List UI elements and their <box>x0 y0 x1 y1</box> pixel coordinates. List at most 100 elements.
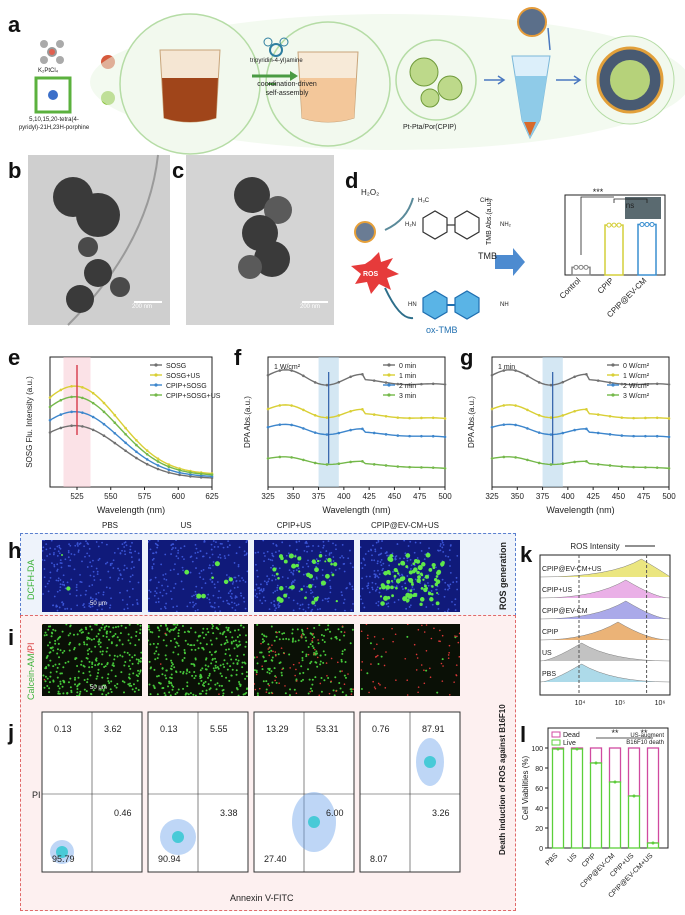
nucleus-dot <box>374 589 377 592</box>
dead-bar <box>627 747 641 797</box>
ros-signal-dot <box>420 573 424 577</box>
nucleus-dot <box>270 601 273 604</box>
data-point <box>502 423 506 426</box>
nucleus-dot <box>328 552 331 555</box>
nucleus-dot <box>67 564 70 567</box>
ros-signal-dot <box>405 565 409 569</box>
live-cell-dot <box>260 651 263 654</box>
ros-signal-dot <box>298 570 301 573</box>
data-point <box>596 379 600 382</box>
nucleus-dot <box>441 546 444 549</box>
live-cell-dot <box>339 670 342 673</box>
nucleus-dot <box>48 580 50 583</box>
ptcl-molecule-icon <box>40 40 64 64</box>
ros-signal-dot <box>214 561 220 567</box>
data-point <box>537 381 541 384</box>
nucleus-dot <box>63 584 66 587</box>
nucleus-dot <box>203 540 206 543</box>
data-point <box>443 435 447 439</box>
nucleus-dot <box>138 559 141 562</box>
live-cell-dot <box>267 682 270 685</box>
live-cell-dot <box>208 651 211 654</box>
nucleus-dot <box>199 576 202 579</box>
nucleus-dot <box>224 557 227 560</box>
legend-label: CPIP+SOSG+US <box>166 393 221 400</box>
nucleus-dot <box>288 544 291 547</box>
nucleus-dot <box>136 603 139 605</box>
nucleus-dot <box>235 604 238 607</box>
live-cell-dot <box>323 640 326 643</box>
nucleus-dot <box>325 558 328 560</box>
nucleus-dot <box>322 540 325 543</box>
live-cell-dot <box>99 641 102 644</box>
live-cell-dot <box>226 641 229 644</box>
live-cell-dot <box>47 664 50 667</box>
data-point <box>70 424 73 428</box>
nucleus-dot <box>254 589 257 591</box>
live-cell-dot <box>107 692 110 695</box>
nucleus-dot <box>76 545 79 547</box>
live-cell-dot <box>235 658 238 661</box>
live-cell-dot <box>171 684 174 687</box>
tick-label: 425 <box>362 492 376 501</box>
nucleus-dot <box>297 567 300 570</box>
nucleus-dot <box>193 604 196 607</box>
dead-cell-dot <box>447 654 450 656</box>
ch3-label: H₃C <box>418 198 430 204</box>
live-cell-dot <box>57 685 60 688</box>
imine-label: HN <box>408 302 417 308</box>
data-point <box>278 423 282 426</box>
live-cell-dot <box>312 647 315 650</box>
live-cell-dot <box>265 680 268 683</box>
nucleus-dot <box>315 558 318 561</box>
live-cell-dot <box>101 650 104 653</box>
live-cell-dot <box>100 663 103 666</box>
live-cell-dot <box>168 630 171 633</box>
live-cell-dot <box>239 624 242 627</box>
col-header-cpip-ev-us: CPIP@EV-CM+US <box>371 521 439 530</box>
nucleus-dot <box>439 549 442 552</box>
nucleus-dot <box>233 587 236 589</box>
live-cell-dot <box>124 626 127 629</box>
nucleus-dot <box>260 589 262 592</box>
live-cell-dot <box>95 635 98 638</box>
dead-cell-dot <box>417 691 419 694</box>
data-point <box>651 841 655 845</box>
nucleus-dot <box>123 541 126 544</box>
live-cell-dot <box>182 670 185 673</box>
nucleus-dot <box>321 569 324 571</box>
live-cell-dot <box>223 666 226 669</box>
nucleus-dot <box>343 570 346 573</box>
live-cell-dot <box>226 668 229 671</box>
nucleus-dot <box>108 606 111 609</box>
live-cell-dot <box>425 669 428 672</box>
nucleus-dot <box>454 603 456 606</box>
nucleus-dot <box>277 603 279 606</box>
quadrant-ll-value: 95.79 <box>52 854 75 864</box>
dead-cell-dot <box>372 680 374 683</box>
ros-signal-dot <box>435 575 439 578</box>
histogram-peak <box>539 642 671 662</box>
nucleus-dot <box>64 608 66 610</box>
series-line <box>491 456 670 470</box>
dead-cell-dot <box>438 640 440 642</box>
dead-cell-dot <box>367 634 369 637</box>
nucleus-dot <box>183 558 185 561</box>
live-cell-dot <box>88 666 91 669</box>
nucleus-dot <box>371 588 374 591</box>
live-cell-dot <box>211 627 214 630</box>
live-cell-dot <box>58 663 61 666</box>
live-cell-dot <box>268 667 271 670</box>
nucleus-dot <box>148 597 150 600</box>
dead-cell-dot <box>373 686 376 688</box>
oxtmb-label: ox-TMB <box>426 325 458 335</box>
live-cell-dot <box>77 670 80 673</box>
data-point <box>102 434 106 438</box>
nucleus-dot <box>254 551 257 554</box>
nucleus-dot <box>391 552 394 555</box>
data-point <box>302 374 305 378</box>
nucleus-dot <box>281 576 284 578</box>
nucleus-dot <box>292 609 295 612</box>
live-cell-dot <box>82 672 85 675</box>
